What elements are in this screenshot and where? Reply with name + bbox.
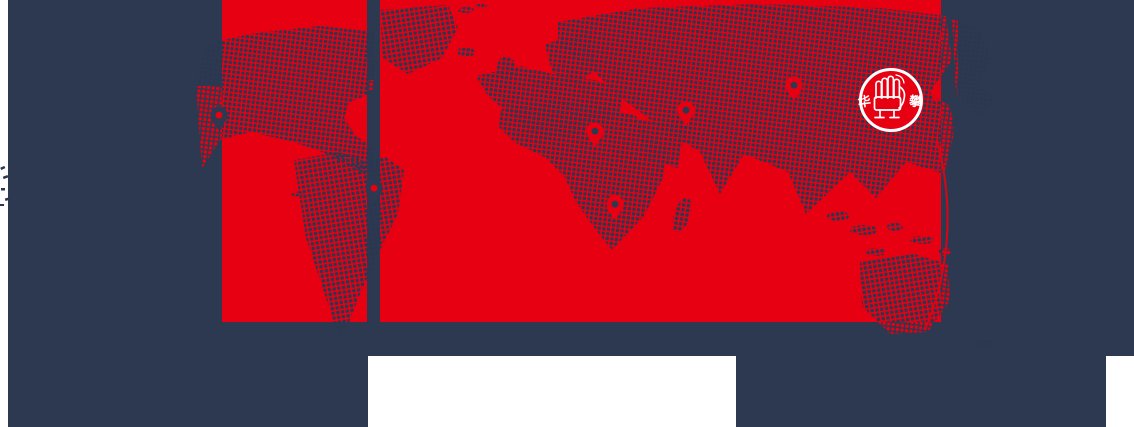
red-backdrop-main	[380, 0, 941, 322]
raised-fist-icon	[873, 74, 906, 119]
brand-emblem	[859, 68, 923, 132]
emblem-char-left: 华	[856, 94, 872, 111]
bottom-right-card	[736, 356, 1106, 427]
emblem-char-right: 攀	[908, 94, 923, 111]
red-backdrop-left	[222, 0, 367, 322]
